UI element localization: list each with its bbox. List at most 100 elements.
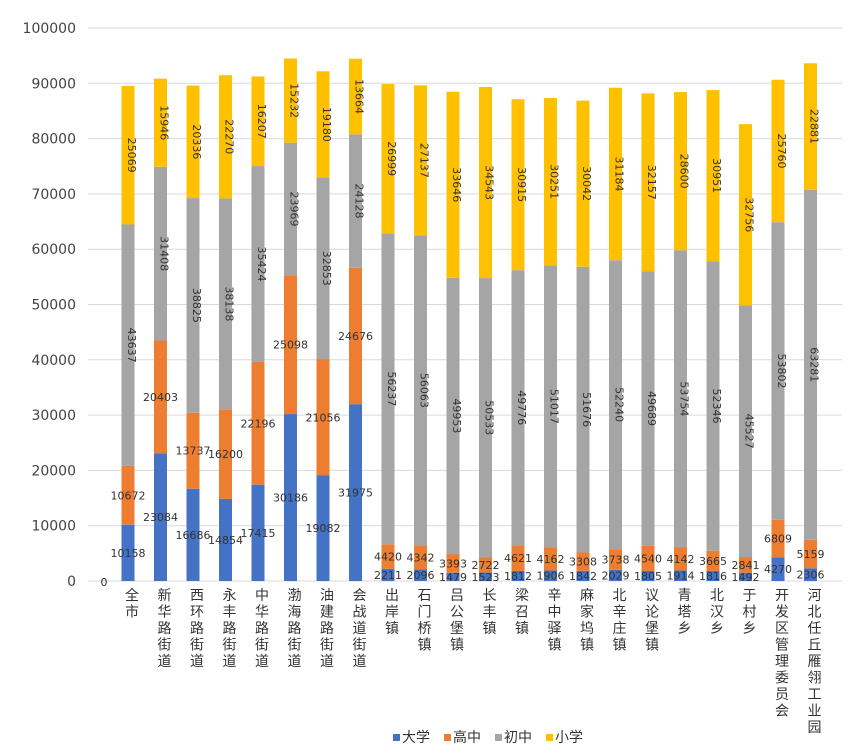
x-tick-char: 道 bbox=[158, 654, 172, 670]
bar-segment-小学 bbox=[219, 75, 232, 199]
x-tick-char: 街 bbox=[255, 638, 269, 654]
x-tick-char: 门 bbox=[418, 605, 432, 621]
x-tick-char: 理 bbox=[775, 654, 789, 670]
x-tick-char: 渤 bbox=[288, 588, 302, 604]
x-tick-label: 河北任丘雁翎工业园 bbox=[808, 588, 822, 736]
data-label: 50533 bbox=[483, 400, 496, 435]
data-label: 28600 bbox=[678, 154, 691, 189]
x-tick-char: 麻 bbox=[580, 588, 594, 604]
data-label: 2211 bbox=[374, 569, 402, 582]
bar-segment-小学 bbox=[121, 85, 135, 225]
data-label: 5159 bbox=[797, 548, 825, 561]
legend-swatch bbox=[444, 734, 451, 741]
x-tick-char: 镇 bbox=[483, 621, 497, 637]
bar-segment-小学 bbox=[349, 58, 362, 135]
x-tick-char: 雁 bbox=[808, 654, 822, 670]
bar-segment-高中 bbox=[284, 275, 297, 415]
bar-segment-初中 bbox=[251, 166, 265, 362]
bar-segment-大学 bbox=[414, 569, 427, 581]
bar-segment-初中 bbox=[739, 305, 752, 558]
bar-segment-小学 bbox=[576, 100, 590, 267]
x-tick-char: 北 bbox=[613, 588, 627, 604]
x-tick-label: 永丰路街道 bbox=[223, 588, 237, 670]
data-label: 1523 bbox=[472, 571, 500, 584]
x-tick-char: 市 bbox=[125, 604, 139, 621]
bar-segment-初中 bbox=[706, 261, 720, 551]
x-tick-char: 堡 bbox=[450, 621, 464, 637]
bar-segment-高中 bbox=[771, 519, 785, 558]
bar-segment-大学 bbox=[739, 572, 752, 581]
x-tick-char: 于 bbox=[743, 588, 757, 604]
legend-label: 小学 bbox=[555, 730, 583, 746]
data-labels: 10158 10672 43637 25069 23084 20403 31408 15946… bbox=[101, 79, 825, 589]
x-tick-label: 长丰镇 bbox=[483, 588, 497, 637]
data-label: 15946 bbox=[158, 105, 171, 140]
bar-segment-高中 bbox=[479, 557, 492, 573]
data-label: 1812 bbox=[504, 570, 532, 583]
legend: 大学 高中 初中 小学 bbox=[393, 729, 583, 746]
data-label: 4162 bbox=[537, 553, 565, 566]
x-tick-char: 中 bbox=[548, 605, 562, 621]
data-label: 16207 bbox=[255, 104, 268, 139]
data-label: 2306 bbox=[797, 569, 825, 582]
x-tick-char: 论 bbox=[645, 605, 659, 621]
bar-segment-大学 bbox=[771, 557, 785, 581]
data-label: 25098 bbox=[273, 339, 308, 352]
data-label: 30951 bbox=[710, 158, 723, 193]
bar-segment-小学 bbox=[804, 63, 817, 190]
data-label: 31408 bbox=[158, 236, 171, 271]
bar-segment-小学 bbox=[251, 76, 265, 167]
data-label: 4420 bbox=[374, 551, 402, 564]
data-label: 14854 bbox=[208, 534, 243, 547]
bar-segment-小学 bbox=[609, 87, 622, 261]
bar-segment-小学 bbox=[284, 58, 297, 143]
data-label: 32756 bbox=[743, 197, 756, 232]
data-label: 52346 bbox=[710, 388, 723, 423]
x-tick-char: 管 bbox=[775, 638, 789, 654]
x-tick-char: 辛 bbox=[548, 588, 562, 604]
x-tick-char: 华 bbox=[255, 605, 269, 621]
bar-segment-高中 bbox=[316, 359, 330, 476]
bar-segment-高中 bbox=[349, 267, 362, 405]
bar-segment-大学 bbox=[186, 488, 200, 581]
x-tick-char: 辛 bbox=[613, 605, 627, 621]
data-label: 32853 bbox=[320, 251, 333, 286]
x-tick-char: 华 bbox=[158, 605, 172, 621]
x-tick-char: 委 bbox=[775, 671, 789, 687]
data-label: 4142 bbox=[667, 553, 695, 566]
x-tick-char: 丰 bbox=[223, 605, 237, 621]
x-tick-char: 街 bbox=[190, 638, 204, 654]
data-label: 49689 bbox=[645, 391, 658, 426]
data-label: 2722 bbox=[472, 559, 500, 572]
data-label: 1914 bbox=[667, 570, 695, 583]
data-label: 51676 bbox=[580, 392, 593, 427]
x-tick-char: 路 bbox=[320, 621, 334, 637]
data-label: 4621 bbox=[504, 552, 532, 565]
x-tick-char: 议 bbox=[645, 588, 659, 604]
data-label: 13737 bbox=[176, 445, 211, 458]
legend-swatch bbox=[546, 734, 553, 741]
data-label: 17415 bbox=[241, 527, 276, 540]
x-tick-char: 街 bbox=[320, 638, 334, 654]
x-tick-char: 开 bbox=[775, 588, 789, 604]
x-tick-char: 吕 bbox=[450, 588, 464, 604]
bar-segment-小学 bbox=[706, 90, 720, 262]
bar-segment-初中 bbox=[674, 250, 687, 548]
x-tick-char: 发 bbox=[775, 605, 789, 621]
data-label: 38825 bbox=[190, 288, 203, 323]
data-label: 24676 bbox=[338, 330, 373, 343]
data-label: 30915 bbox=[515, 167, 528, 202]
data-label: 4540 bbox=[634, 552, 662, 565]
bar-segment-大学 bbox=[544, 570, 557, 581]
legend-label: 初中 bbox=[504, 729, 532, 746]
bar-segment-大学 bbox=[446, 572, 460, 581]
data-label: 43637 bbox=[125, 328, 138, 363]
x-tick-char: 镇 bbox=[515, 621, 529, 637]
x-tick-char: 庄 bbox=[613, 620, 627, 637]
x-tick-label: 于村乡 bbox=[743, 588, 757, 637]
bar-segment-初中 bbox=[154, 166, 167, 341]
bar-segment-小学 bbox=[316, 71, 330, 178]
x-tick-char: 区 bbox=[775, 621, 789, 637]
data-label: 51017 bbox=[548, 389, 561, 424]
